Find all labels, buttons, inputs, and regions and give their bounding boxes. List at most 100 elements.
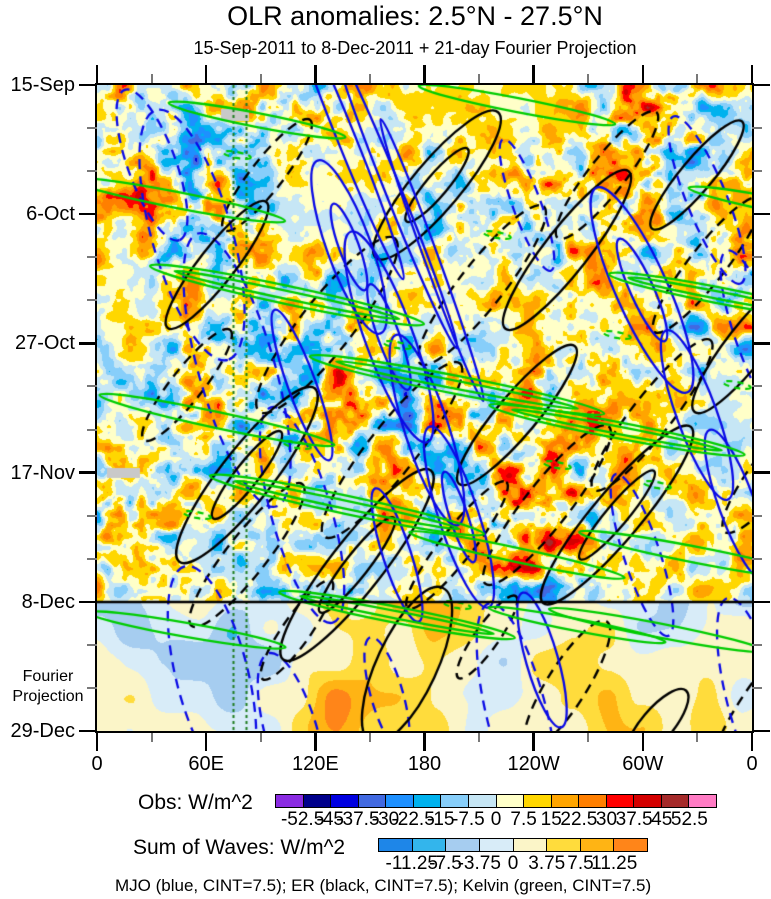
obs-colorbar-label: Obs: W/m^2 xyxy=(138,791,253,814)
colorbar-tick-label: -7.5 xyxy=(429,853,462,874)
fourier-note-line1: Fourier xyxy=(22,668,74,685)
y-minor-tick-left xyxy=(87,127,97,130)
colorbar-segment xyxy=(445,839,479,851)
colorbar-segment xyxy=(467,795,496,807)
y-major-tick-left xyxy=(79,212,97,216)
colorbar-segment xyxy=(512,839,547,851)
y-axis-tick-label: 17-Nov xyxy=(10,461,75,484)
colorbar-tick-label: 7.5 xyxy=(567,853,594,874)
y-minor-tick-left xyxy=(87,385,97,388)
colorbar-tick-label: -52.5 xyxy=(280,809,325,830)
colorbar-segment xyxy=(478,839,513,851)
colorbar-tick-label: -7.5 xyxy=(452,809,485,830)
colorbar-segment xyxy=(412,795,441,807)
y-major-tick-left xyxy=(79,729,97,733)
page-title: OLR anomalies: 2.5°N - 27.5°N xyxy=(227,1,603,31)
colorbar-tick-label: 37.5 xyxy=(615,809,653,830)
y-major-tick-right xyxy=(752,83,770,87)
y-minor-tick-right xyxy=(752,428,762,431)
colorbar-tick-label: 7.5 xyxy=(510,809,537,830)
x-minor-tick-bottom xyxy=(259,733,262,742)
colorbar-segment xyxy=(550,795,579,807)
colorbar-segment xyxy=(688,795,716,807)
colorbar-tick-label: 0 xyxy=(507,853,519,874)
colorbar-tick-label: 30 xyxy=(595,809,618,830)
x-minor-tick-top xyxy=(368,74,371,83)
x-minor-tick-bottom xyxy=(696,733,699,742)
colorbar-tick-label: -45 xyxy=(316,809,344,830)
y-minor-tick-left xyxy=(87,643,97,646)
colorbar-tick-label: 11.25 xyxy=(591,853,638,874)
x-minor-tick-bottom xyxy=(368,733,371,742)
colorbar-tick-label: 3.75 xyxy=(528,853,566,874)
x-minor-tick-top xyxy=(259,74,262,83)
y-major-tick-right xyxy=(752,600,770,604)
colorbar-segment xyxy=(385,795,413,807)
colorbar-tick-label: 0 xyxy=(490,809,502,830)
x-major-tick-top xyxy=(750,65,754,83)
colorbar-tick-label: -3.75 xyxy=(457,853,501,874)
y-major-tick-right xyxy=(752,471,770,474)
colorbar-segment xyxy=(276,795,303,807)
x-major-tick-bottom xyxy=(314,733,317,751)
colorbar-segment xyxy=(440,795,468,807)
x-minor-tick-top xyxy=(587,74,590,83)
colorbar-segment xyxy=(495,795,524,807)
colorbar-segment xyxy=(411,839,446,851)
y-minor-tick-right xyxy=(752,514,762,517)
y-minor-tick-right xyxy=(752,385,762,388)
y-minor-tick-right xyxy=(752,557,762,560)
x-major-tick-bottom xyxy=(532,733,535,751)
y-minor-tick-right xyxy=(752,686,762,689)
x-major-tick-top xyxy=(641,65,645,83)
x-major-tick-bottom xyxy=(750,733,754,751)
x-major-tick-bottom xyxy=(95,733,99,751)
y-minor-tick-left xyxy=(87,299,97,302)
y-minor-tick-left xyxy=(87,428,97,431)
y-minor-tick-left xyxy=(87,686,97,689)
x-axis-tick-label: 180 xyxy=(407,753,442,775)
y-axis-tick-label: 27-Oct xyxy=(14,332,75,355)
x-major-tick-bottom xyxy=(641,733,645,751)
colorbar-segment xyxy=(330,795,358,807)
waves-colorbar xyxy=(378,838,648,852)
y-major-tick-left xyxy=(79,471,97,474)
colorbar-tick-label: -11.25 xyxy=(385,853,438,874)
colorbar-tick-label: 52.5 xyxy=(670,809,708,830)
plot-frame xyxy=(95,83,754,733)
x-major-tick-top xyxy=(314,65,317,83)
colorbar-tick-label: -37.5 xyxy=(336,809,380,830)
x-major-tick-top xyxy=(204,65,208,83)
x-major-tick-bottom xyxy=(423,733,426,751)
y-minor-tick-left xyxy=(87,256,97,259)
y-minor-tick-right xyxy=(752,256,762,259)
colorbar-tick-label: 45 xyxy=(651,809,673,830)
x-minor-tick-top xyxy=(478,74,481,83)
x-axis-tick-label: 60W xyxy=(622,753,664,775)
x-minor-tick-top xyxy=(696,74,699,83)
colorbar-segment xyxy=(546,839,580,851)
y-axis-tick-label: 29-Dec xyxy=(10,720,75,742)
x-minor-tick-top xyxy=(150,74,153,83)
y-major-tick-right xyxy=(752,342,770,345)
x-major-tick-top xyxy=(423,65,426,83)
x-axis-tick-label: 0 xyxy=(746,753,758,775)
colorbar-segment xyxy=(633,795,661,807)
x-major-tick-top xyxy=(95,65,99,83)
x-axis-tick-label: 60E xyxy=(188,753,224,775)
y-minor-tick-left xyxy=(87,170,97,173)
y-minor-tick-right xyxy=(752,643,762,646)
y-major-tick-left xyxy=(79,342,97,345)
x-major-tick-top xyxy=(532,65,535,83)
contour-legend-footnote: MJO (blue, CINT=7.5); ER (black, CINT=7.… xyxy=(115,876,652,895)
y-major-tick-left xyxy=(79,83,97,87)
y-major-tick-right xyxy=(752,729,770,733)
fourier-note-line2: Projection xyxy=(12,688,84,705)
colorbar-tick-label: -30 xyxy=(371,809,400,830)
x-minor-tick-bottom xyxy=(478,733,481,742)
colorbar-segment xyxy=(660,795,689,807)
colorbar-tick-label: -15 xyxy=(427,809,455,830)
colorbar-segment xyxy=(357,795,386,807)
y-minor-tick-right xyxy=(752,299,762,302)
